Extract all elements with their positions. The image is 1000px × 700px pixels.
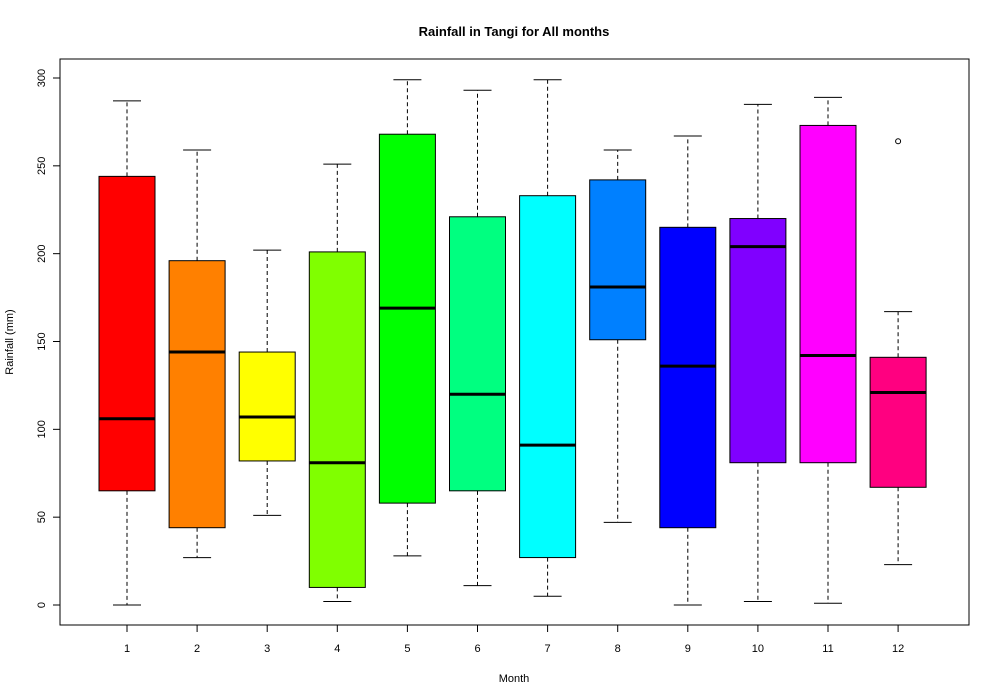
x-tick-label: 2: [194, 643, 200, 655]
box-month-9: [659, 135, 717, 606]
box: [729, 218, 787, 464]
x-tick-label: 1: [124, 643, 130, 655]
x-tick-label: 9: [685, 643, 691, 655]
box: [238, 351, 296, 462]
box: [589, 179, 647, 341]
x-tick-label: 6: [474, 643, 480, 655]
chart-title: Rainfall in Tangi for All months: [419, 24, 610, 39]
box: [519, 195, 577, 559]
y-axis: 0 50 100 150 200 250 300: [36, 69, 61, 608]
box-month-6: [449, 89, 506, 587]
x-tick-label: 3: [264, 643, 270, 655]
box-month-4: [308, 163, 366, 602]
outlier-point: [895, 138, 902, 145]
boxes-group: [98, 79, 927, 606]
y-tick-label: 200: [36, 244, 48, 262]
y-tick-label: 100: [36, 420, 48, 438]
box-month-5: [378, 79, 436, 557]
box-month-2: [168, 149, 226, 559]
box-month-11: [799, 96, 857, 604]
y-tick-label: 50: [36, 511, 48, 523]
x-axis-label: Month: [499, 673, 530, 685]
box-month-3: [238, 249, 296, 516]
box: [378, 133, 436, 504]
x-tick-label: 11: [822, 643, 833, 655]
y-tick-label: 250: [36, 157, 48, 175]
x-axis: 1 2 3 4 5 6 7 8 9 10 11 12: [124, 624, 904, 655]
box-month-8: [589, 149, 647, 523]
box: [449, 216, 506, 492]
y-tick-label: 0: [36, 602, 48, 608]
box: [308, 251, 366, 588]
y-axis-label: Rainfall (mm): [4, 309, 16, 374]
box: [799, 124, 857, 464]
x-tick-label: 7: [545, 643, 551, 655]
box-month-1: [98, 100, 156, 606]
x-tick-label: 5: [404, 643, 410, 655]
x-tick-label: 4: [334, 643, 340, 655]
box: [659, 226, 717, 529]
box-month-7: [519, 79, 577, 597]
x-tick-label: 8: [615, 643, 621, 655]
x-tick-label: 10: [752, 643, 764, 655]
box-month-12: [869, 138, 927, 566]
box: [98, 175, 156, 492]
y-tick-label: 150: [36, 332, 48, 350]
y-tick-label: 300: [36, 69, 48, 87]
box: [869, 356, 927, 488]
x-tick-label: 12: [892, 643, 904, 655]
box: [168, 260, 226, 529]
box-month-10: [729, 103, 787, 602]
